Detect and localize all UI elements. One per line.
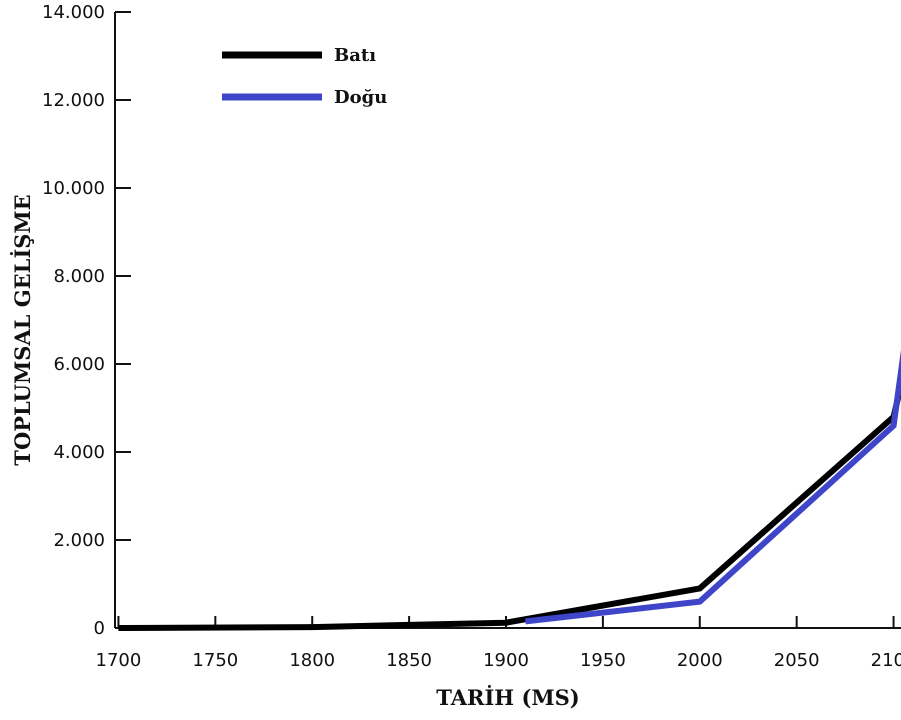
series-line-dogu <box>525 349 901 625</box>
y-tick-label: 4.000 <box>53 442 105 463</box>
y-tick-label: 10.000 <box>42 178 105 199</box>
x-tick-label: 1900 <box>483 650 529 671</box>
y-tick-label: 14.000 <box>42 2 105 23</box>
y-tick-label: 2.000 <box>53 530 105 551</box>
x-axis-title: TARİH (MS) <box>436 685 579 710</box>
legend-label: Doğu <box>334 87 387 108</box>
y-tick-label: 0 <box>94 618 105 639</box>
legend-label: Batı <box>334 45 376 66</box>
x-tick-label: 2050 <box>774 650 820 671</box>
series-line-bati <box>118 372 901 631</box>
axes: 0 2.000 4.000 6.000 8.000 10.000 12.000 14.000 1… <box>42 2 901 671</box>
x-tick-label: 2000 <box>677 650 723 671</box>
x-tick-label: 2100 <box>871 650 901 671</box>
x-tick-label: 1850 <box>386 650 432 671</box>
x-tick-label: 1750 <box>192 650 238 671</box>
legend: Batı Doğu <box>222 45 387 108</box>
x-tick-label: 1700 <box>96 650 142 671</box>
y-tick-label: 6.000 <box>53 354 105 375</box>
x-tick-label: 1950 <box>580 650 626 671</box>
y-tick-label: 12.000 <box>42 90 105 111</box>
series-layer <box>118 349 901 631</box>
y-tick-label: 8.000 <box>53 266 105 287</box>
x-tick-label: 1800 <box>289 650 335 671</box>
y-axis-title: TOPLUMSAL GELİŞME <box>10 194 35 465</box>
